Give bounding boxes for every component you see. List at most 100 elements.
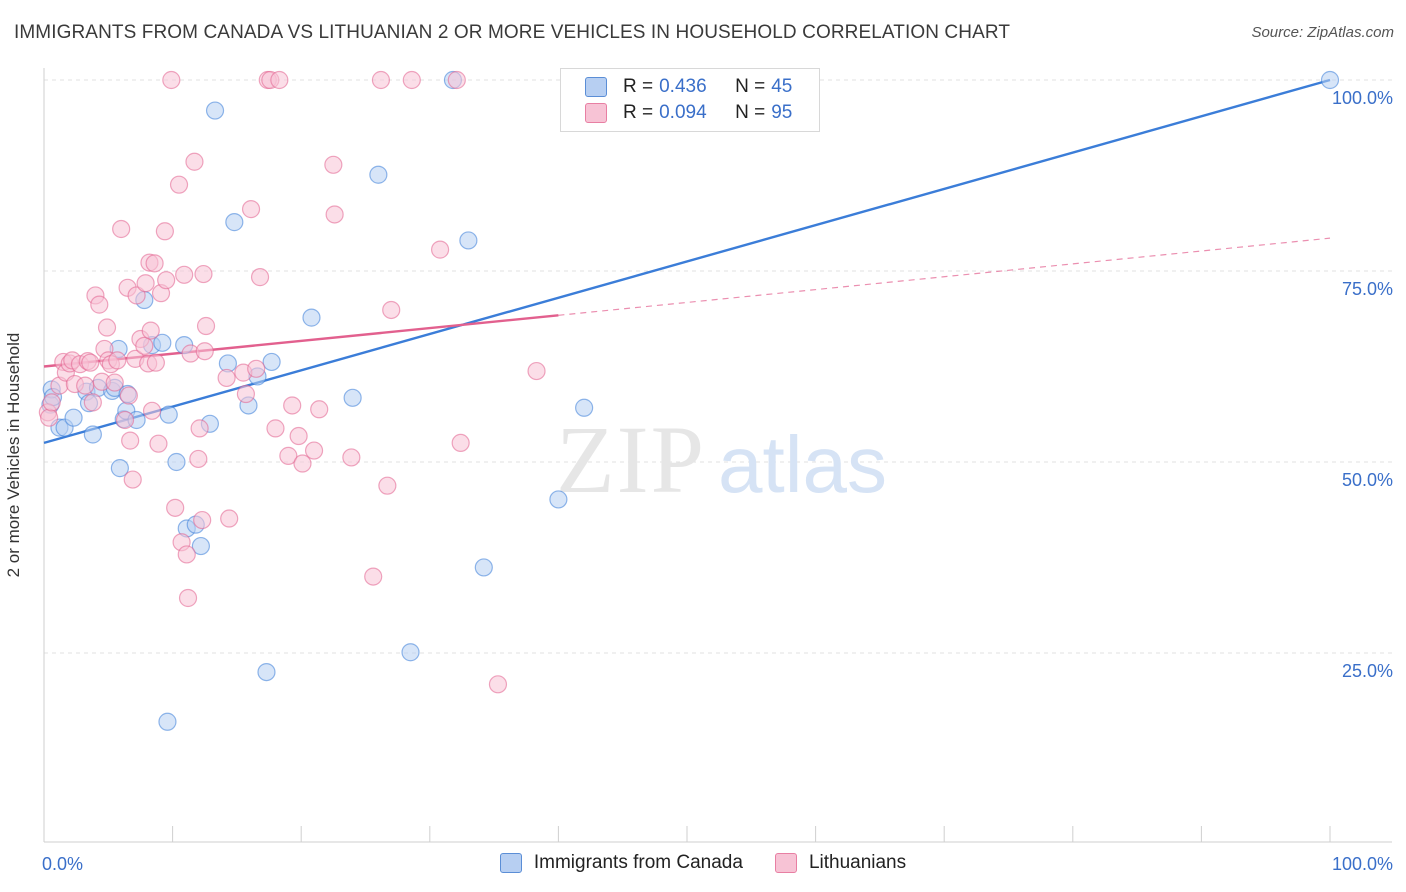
point-lithuanians: [146, 353, 165, 372]
point-lithuanians: [127, 286, 146, 305]
point-lithuanians: [108, 351, 127, 370]
point-canada: [83, 425, 102, 444]
point-lithuanians: [402, 70, 421, 90]
r-label: R =: [623, 76, 654, 97]
point-lithuanians: [169, 175, 189, 194]
point-lithuanians: [135, 336, 154, 355]
point-lithuanians: [90, 295, 109, 314]
legend-label-canada: Immigrants from Canada: [533, 852, 743, 873]
point-canada: [153, 333, 172, 352]
point-canada: [1320, 70, 1340, 90]
point-lithuanians: [324, 155, 343, 174]
point-canada: [401, 643, 420, 662]
point-lithuanians: [145, 254, 164, 273]
point-lithuanians: [304, 441, 324, 460]
point-lithuanians: [371, 70, 391, 90]
point-lithuanians: [97, 318, 117, 337]
point-lithuanians: [451, 433, 470, 452]
point-canada: [225, 213, 244, 232]
x-tick-label: 0.0%: [42, 854, 83, 874]
point-lithuanians: [83, 393, 102, 412]
x-tick-label: 100.0%: [1332, 854, 1393, 874]
axes: [43, 68, 1392, 843]
point-lithuanians: [293, 454, 312, 473]
point-lithuanians: [81, 353, 100, 372]
y-tick-label: 100.0%: [1332, 88, 1393, 108]
point-lithuanians: [136, 274, 155, 293]
point-canada: [191, 536, 210, 556]
point-lithuanians: [40, 408, 59, 427]
point-canada: [575, 398, 594, 417]
point-lithuanians: [121, 431, 140, 450]
stats-swatch-lithuanians: [585, 103, 607, 123]
point-lithuanians: [193, 510, 212, 530]
point-lithuanians: [112, 219, 131, 239]
point-lithuanians: [162, 70, 181, 90]
point-canada: [205, 101, 225, 120]
point-canada: [64, 408, 83, 427]
point-lithuanians: [220, 509, 239, 528]
r-value: 0.436: [659, 76, 707, 97]
point-lithuanians: [189, 449, 208, 469]
legend-label-lithuanians: Lithuanians: [808, 852, 907, 873]
point-lithuanians: [430, 240, 450, 259]
point-lithuanians: [325, 205, 344, 224]
point-lithuanians: [241, 200, 261, 219]
watermark: ZIP atlas: [556, 406, 887, 513]
legend-item-canada[interactable]: Immigrants from Canada: [499, 852, 743, 874]
legend-item-lithuanians[interactable]: Lithuanians: [774, 852, 907, 874]
point-lithuanians: [177, 545, 196, 564]
n-label: N =: [735, 102, 766, 123]
point-lithuanians: [196, 316, 216, 336]
point-lithuanians: [488, 675, 508, 694]
stats-legend: R = 0.436 N = 45 R = 0.094 N = 95: [560, 68, 820, 132]
trend-lines: [43, 78, 1331, 445]
point-lithuanians: [123, 470, 142, 489]
source-credit: Source: ZipAtlas.com: [1251, 24, 1394, 41]
point-lithuanians: [194, 264, 213, 284]
r-value: 0.094: [659, 102, 707, 123]
point-lithuanians: [310, 400, 329, 419]
point-lithuanians: [175, 265, 194, 284]
stats-row-lithuanians: R = 0.094 N = 95: [585, 101, 792, 125]
point-lithuanians: [119, 386, 138, 405]
point-lithuanians: [195, 342, 214, 361]
point-canada: [158, 712, 177, 731]
point-lithuanians: [447, 70, 466, 90]
point-lithuanians: [270, 70, 289, 90]
trend-line-canada: [43, 78, 1331, 445]
point-lithuanians: [236, 384, 256, 404]
point-lithuanians: [185, 152, 204, 171]
n-label: N =: [735, 76, 766, 97]
y-tick-label: 25.0%: [1342, 661, 1393, 681]
point-lithuanians: [105, 373, 124, 392]
point-lithuanians: [283, 396, 302, 415]
point-canada: [257, 662, 276, 682]
point-lithuanians: [527, 361, 546, 381]
point-lithuanians: [190, 419, 209, 438]
r-label: R =: [623, 102, 654, 123]
point-canada: [369, 165, 388, 184]
point-lithuanians: [378, 476, 397, 495]
point-lithuanians: [289, 426, 308, 446]
point-lithuanians: [76, 376, 95, 395]
point-lithuanians: [279, 446, 298, 465]
n-value: 45: [771, 76, 793, 97]
point-lithuanians: [342, 448, 361, 467]
tick-labels: 25.0% 50.0% 75.0% 100.0% 0.0% 100.0%: [42, 88, 1393, 874]
point-canada: [459, 231, 478, 250]
y-tick-label: 50.0%: [1342, 470, 1393, 490]
legend-swatch-lithuanians: [774, 853, 797, 873]
point-lithuanians: [266, 419, 285, 438]
point-canada: [262, 352, 281, 372]
point-canada: [343, 388, 362, 407]
point-lithuanians: [142, 401, 162, 420]
point-lithuanians: [141, 321, 160, 340]
point-lithuanians: [250, 268, 270, 287]
stats-swatch-canada: [585, 77, 607, 97]
point-lithuanians: [382, 300, 401, 320]
point-lithuanians: [157, 271, 176, 290]
stats-row-canada: R = 0.436 N = 45: [585, 75, 792, 99]
chart-title: IMMIGRANTS FROM CANADA VS LITHUANIAN 2 O…: [14, 22, 1011, 43]
y-axis-label: 2 or more Vehicles in Household: [4, 332, 23, 578]
